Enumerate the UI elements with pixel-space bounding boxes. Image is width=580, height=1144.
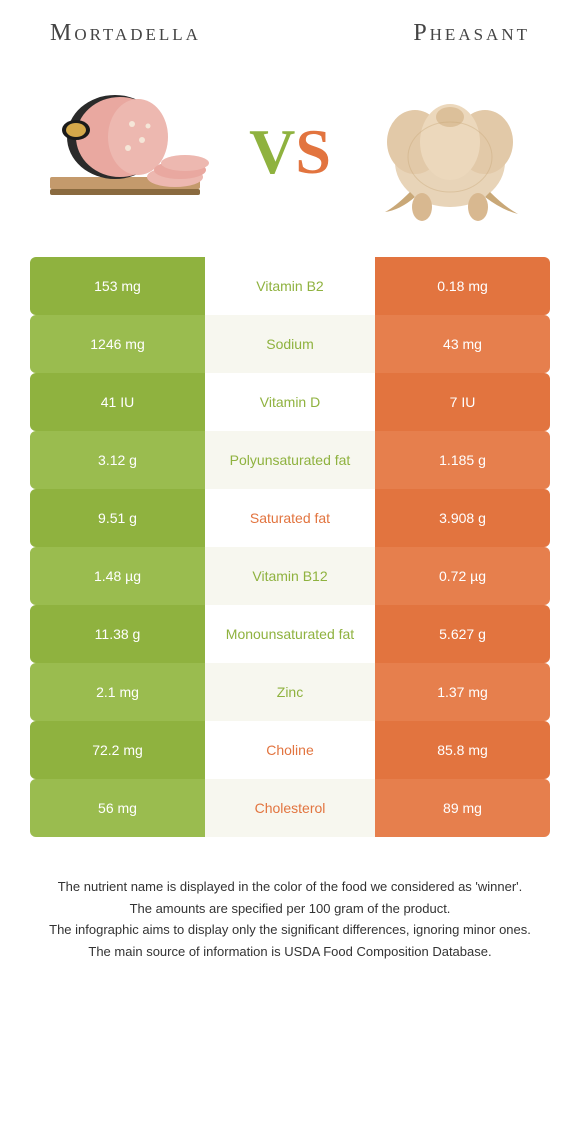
value-right: 5.627 g	[375, 605, 550, 663]
footnote-line: The nutrient name is displayed in the co…	[40, 877, 540, 897]
value-right: 0.18 mg	[375, 257, 550, 315]
table-row: 72.2 mgCholine85.8 mg	[30, 721, 550, 779]
value-right: 1.37 mg	[375, 663, 550, 721]
comparison-table: 153 mgVitamin B20.18 mg1246 mgSodium43 m…	[0, 257, 580, 837]
table-row: 1.48 µgVitamin B120.72 µg	[30, 547, 550, 605]
value-right: 0.72 µg	[375, 547, 550, 605]
footnote-line: The amounts are specified per 100 gram o…	[40, 899, 540, 919]
value-right: 7 IU	[375, 373, 550, 431]
nutrient-name: Zinc	[205, 663, 375, 721]
table-row: 11.38 gMonounsaturated fat5.627 g	[30, 605, 550, 663]
table-row: 153 mgVitamin B20.18 mg	[30, 257, 550, 315]
value-right: 85.8 mg	[375, 721, 550, 779]
table-row: 41 IUVitamin D7 IU	[30, 373, 550, 431]
nutrient-name: Monounsaturated fat	[205, 605, 375, 663]
header: Mortadella Pheasant	[0, 0, 580, 57]
mortadella-icon	[40, 82, 220, 222]
footnote: The nutrient name is displayed in the co…	[0, 837, 580, 961]
pheasant-image	[360, 72, 540, 232]
hero: VS	[0, 57, 580, 257]
value-left: 41 IU	[30, 373, 205, 431]
value-right: 43 mg	[375, 315, 550, 373]
footnote-line: The infographic aims to display only the…	[40, 920, 540, 940]
title-left: Mortadella	[50, 20, 201, 47]
value-left: 1246 mg	[30, 315, 205, 373]
value-right: 3.908 g	[375, 489, 550, 547]
title-right: Pheasant	[413, 20, 530, 47]
value-left: 1.48 µg	[30, 547, 205, 605]
nutrient-name: Cholesterol	[205, 779, 375, 837]
value-left: 56 mg	[30, 779, 205, 837]
nutrient-name: Sodium	[205, 315, 375, 373]
nutrient-name: Vitamin B12	[205, 547, 375, 605]
vs-s: S	[295, 116, 331, 187]
vs-label: VS	[249, 115, 331, 189]
table-row: 2.1 mgZinc1.37 mg	[30, 663, 550, 721]
table-row: 3.12 gPolyunsaturated fat1.185 g	[30, 431, 550, 489]
value-left: 153 mg	[30, 257, 205, 315]
value-left: 3.12 g	[30, 431, 205, 489]
value-right: 1.185 g	[375, 431, 550, 489]
value-right: 89 mg	[375, 779, 550, 837]
vs-v: V	[249, 116, 295, 187]
value-left: 2.1 mg	[30, 663, 205, 721]
value-left: 72.2 mg	[30, 721, 205, 779]
table-row: 1246 mgSodium43 mg	[30, 315, 550, 373]
footnote-line: The main source of information is USDA F…	[40, 942, 540, 962]
value-left: 9.51 g	[30, 489, 205, 547]
nutrient-name: Saturated fat	[205, 489, 375, 547]
table-row: 56 mgCholesterol89 mg	[30, 779, 550, 837]
pheasant-icon	[360, 72, 540, 232]
nutrient-name: Vitamin B2	[205, 257, 375, 315]
nutrient-name: Polyunsaturated fat	[205, 431, 375, 489]
value-left: 11.38 g	[30, 605, 205, 663]
nutrient-name: Vitamin D	[205, 373, 375, 431]
mortadella-image	[40, 72, 220, 232]
nutrient-name: Choline	[205, 721, 375, 779]
table-row: 9.51 gSaturated fat3.908 g	[30, 489, 550, 547]
